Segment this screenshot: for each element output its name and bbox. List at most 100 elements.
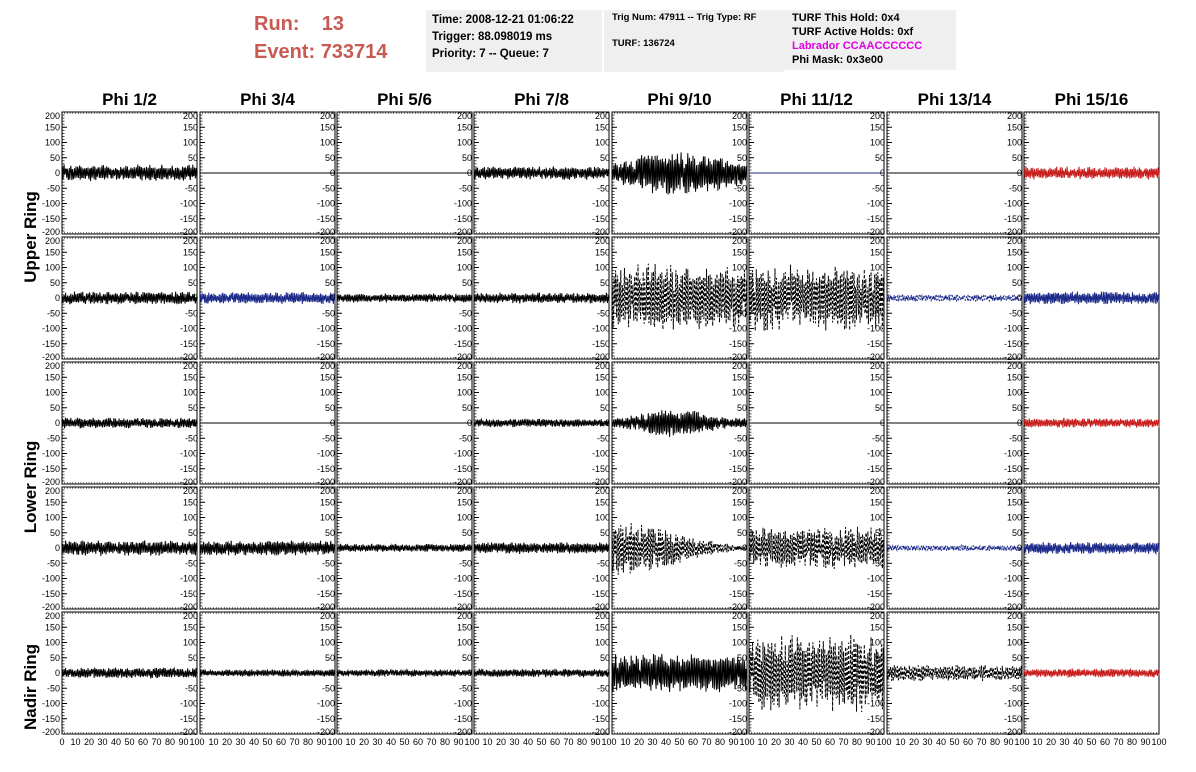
y-tick-label: 200 [183, 486, 198, 496]
event-header: Run: 13 Event: 733714 Time: 2008-12-21 0… [0, 0, 1196, 80]
y-tick-label: 50 [50, 403, 60, 413]
column-title: Phi 11/12 [780, 90, 853, 109]
y-tick-label: 200 [45, 361, 60, 371]
y-tick-label: 200 [457, 361, 472, 371]
waveform-trace [886, 293, 1023, 303]
y-tick-label: 0 [605, 293, 610, 303]
y-tick-label: -200 [729, 477, 747, 487]
y-tick-label: 150 [45, 122, 60, 132]
waveform-trace [611, 410, 748, 438]
y-tick-label: -150 [42, 339, 60, 349]
y-tick-label: -150 [592, 589, 610, 599]
y-tick-label: -50 [459, 433, 472, 443]
y-tick-label: 100 [595, 513, 610, 523]
y-tick-label: -50 [1009, 183, 1022, 193]
y-tick-label: 50 [1012, 153, 1022, 163]
priority-text: Priority: 7 -- Queue: 7 [432, 48, 549, 60]
y-tick-label: -50 [185, 308, 198, 318]
y-tick-label: 50 [50, 278, 60, 288]
y-tick-label: 200 [320, 486, 335, 496]
y-tick-label: 150 [1007, 122, 1022, 132]
column-title: Phi 1/2 [102, 90, 157, 109]
y-tick-label: 150 [457, 247, 472, 257]
waveform-trace [473, 542, 610, 555]
column-title: Phi 13/14 [918, 90, 992, 109]
y-tick-label: 0 [1017, 418, 1022, 428]
y-tick-label: -50 [734, 433, 747, 443]
y-tick-label: -200 [454, 352, 472, 362]
y-tick-label: -150 [592, 339, 610, 349]
y-tick-label: 150 [595, 372, 610, 382]
y-tick-label: 50 [188, 278, 198, 288]
y-tick-label: 0 [605, 418, 610, 428]
y-tick-label: 50 [325, 403, 335, 413]
y-tick-label: 50 [875, 528, 885, 538]
y-tick-label: 150 [595, 497, 610, 507]
y-tick-label: 0 [467, 168, 472, 178]
y-tick-label: -150 [867, 339, 885, 349]
y-tick-label: 200 [870, 236, 885, 246]
y-tick-label: 0 [330, 168, 335, 178]
y-tick-label: 100 [45, 513, 60, 523]
y-tick-label: -50 [47, 308, 60, 318]
y-tick-label: 50 [600, 403, 610, 413]
y-tick-label: -50 [322, 433, 335, 443]
y-tick-label: 100 [1007, 138, 1022, 148]
y-tick-label: 50 [462, 403, 472, 413]
y-tick-label: 100 [457, 263, 472, 273]
y-tick-label: -150 [1004, 339, 1022, 349]
y-tick-label: 0 [880, 543, 885, 553]
y-tick-label: -50 [597, 558, 610, 568]
y-tick-label: 200 [595, 236, 610, 246]
run-value: 13 [321, 13, 345, 35]
y-tick-label: 50 [1012, 403, 1022, 413]
y-tick-label: 0 [467, 543, 472, 553]
waveform-trace [61, 540, 198, 556]
y-tick-label: -50 [872, 183, 885, 193]
y-tick-label: 150 [732, 372, 747, 382]
y-tick-label: 50 [325, 153, 335, 163]
y-tick-label: 0 [55, 168, 60, 178]
y-tick-label: 0 [467, 293, 472, 303]
y-tick-label: -100 [592, 574, 610, 584]
y-tick-label: -50 [459, 183, 472, 193]
y-tick-label: 50 [462, 278, 472, 288]
y-tick-label: -200 [867, 352, 885, 362]
y-tick-label: 150 [183, 122, 198, 132]
y-tick-label: -50 [322, 558, 335, 568]
y-tick-label: -100 [317, 449, 335, 459]
y-tick-label: 0 [55, 543, 60, 553]
y-tick-label: -50 [185, 183, 198, 193]
y-tick-label: -150 [867, 589, 885, 599]
y-tick-label: -100 [180, 449, 198, 459]
y-tick-label: -150 [317, 214, 335, 224]
y-tick-label: 0 [880, 293, 885, 303]
y-tick-label: -200 [592, 352, 610, 362]
y-tick-label: -100 [1004, 199, 1022, 209]
y-tick-label: 0 [605, 543, 610, 553]
time-text: Time: 2008-12-21 01:06:22 [432, 14, 574, 26]
y-tick-label: -200 [42, 477, 60, 487]
y-tick-label: -200 [592, 477, 610, 487]
run-event-box: Run: 13 Event: 733714 [254, 10, 387, 66]
y-tick-label: 150 [457, 122, 472, 132]
y-tick-label: 50 [737, 153, 747, 163]
y-tick-label: -50 [322, 308, 335, 318]
y-tick-label: 0 [330, 543, 335, 553]
y-tick-label: 0 [55, 418, 60, 428]
y-tick-label: -200 [454, 602, 472, 612]
waveform-trace [1023, 291, 1160, 306]
y-tick-label: -150 [1004, 214, 1022, 224]
y-tick-label: 200 [320, 111, 335, 121]
y-tick-label: 150 [45, 497, 60, 507]
y-tick-label: -200 [729, 602, 747, 612]
y-tick-label: -200 [317, 602, 335, 612]
y-tick-label: 50 [188, 403, 198, 413]
y-tick-label: 200 [457, 486, 472, 496]
y-tick-label: -50 [734, 558, 747, 568]
y-tick-label: 150 [595, 122, 610, 132]
y-tick-label: -100 [592, 324, 610, 334]
y-tick-label: -200 [454, 477, 472, 487]
y-tick-label: 150 [183, 497, 198, 507]
y-tick-label: -200 [729, 227, 747, 237]
